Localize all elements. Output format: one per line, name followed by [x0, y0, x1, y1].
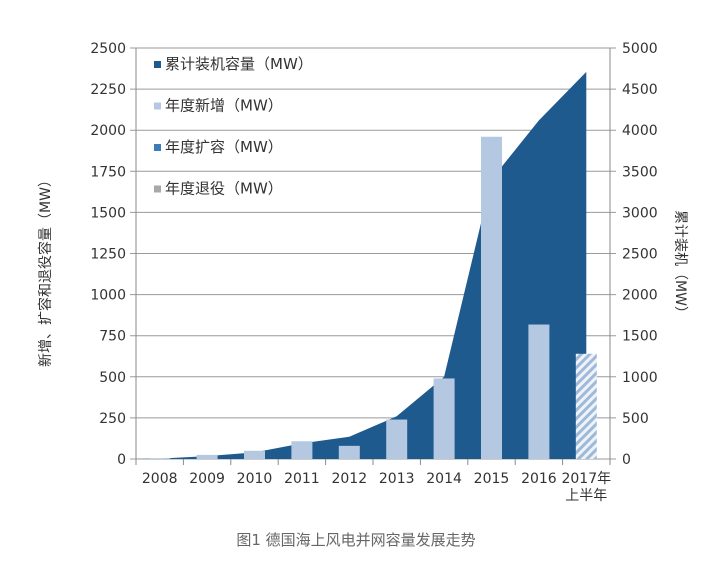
y-tick-label-left: 1500 — [90, 205, 126, 221]
annual-new-bar — [575, 353, 597, 459]
legend-swatch — [154, 185, 161, 193]
annual-new-bar — [481, 136, 502, 459]
y-tick-label-right: 5000 — [622, 41, 658, 57]
y-tick-label-right: 2000 — [622, 288, 658, 304]
annual-new-bar — [244, 450, 265, 459]
x-tick-label: 2012 — [331, 471, 367, 487]
annual-new-bar — [433, 378, 455, 459]
x-tick-label: 2009 — [189, 471, 225, 487]
legend-swatch — [154, 144, 161, 151]
y-axis-label-left: 新增、扩容和退役容量（MW） — [37, 173, 54, 367]
annual-new-bar — [196, 454, 218, 459]
x-tick-label: 2016 — [521, 471, 557, 487]
y-tick-label-right: 0 — [622, 452, 631, 468]
y-tick-label-left: 1750 — [90, 164, 126, 180]
y-tick-label-left: 750 — [99, 329, 126, 345]
y-tick-label-left: 500 — [99, 370, 126, 386]
x-tick-label: 2010 — [237, 471, 273, 487]
y-tick-label-right: 4500 — [622, 82, 658, 98]
x-tick-label: 2013 — [379, 471, 415, 487]
y-tick-label-left: 2250 — [90, 82, 126, 98]
y-tick-label-left: 250 — [99, 411, 126, 427]
y-tick-label-right: 3000 — [622, 205, 658, 221]
legend-swatch — [154, 102, 161, 110]
x-tick-label: 2017年 — [561, 471, 611, 487]
chart-caption: 图1 德国海上风电并网容量发展走势 — [236, 531, 475, 549]
annual-new-bar — [386, 419, 408, 459]
y-tick-label-left: 1250 — [90, 247, 126, 263]
legend-label: 年度扩容（MW） — [165, 138, 283, 156]
y-tick-label-right: 500 — [622, 411, 649, 427]
annual-new-bar — [149, 458, 171, 459]
y-axis-label-right: 累计装机（MW） — [672, 210, 688, 320]
y-tick-label-right: 3500 — [622, 164, 658, 180]
annual-new-bar — [291, 441, 313, 459]
legend-label: 年度退役（MW） — [165, 180, 283, 198]
y-tick-label-right: 1500 — [622, 329, 658, 345]
x-tick-label: 2014 — [426, 471, 462, 487]
x-tick-label: 2015 — [474, 471, 510, 487]
y-tick-label-right: 2500 — [622, 247, 658, 263]
legend-label: 年度新增（MW） — [165, 97, 283, 115]
y-tick-label-left: 2500 — [90, 41, 126, 57]
y-tick-label-right: 4000 — [622, 123, 658, 139]
y-tick-label-left: 0 — [117, 452, 126, 468]
cumulative-capacity-area — [136, 71, 587, 459]
y-tick-label-right: 1000 — [622, 370, 658, 386]
x-tick-label: 2011 — [284, 471, 320, 487]
y-tick-label-left: 2000 — [90, 123, 126, 139]
x-tick-label: 上半年 — [565, 488, 607, 504]
x-tick-label: 2008 — [142, 471, 178, 487]
legend-label: 累计装机容量（MW） — [165, 55, 313, 73]
annual-new-bar — [338, 445, 360, 459]
y-tick-label-left: 1000 — [90, 288, 126, 304]
annual-new-bar — [528, 324, 550, 459]
legend-swatch — [154, 61, 161, 68]
